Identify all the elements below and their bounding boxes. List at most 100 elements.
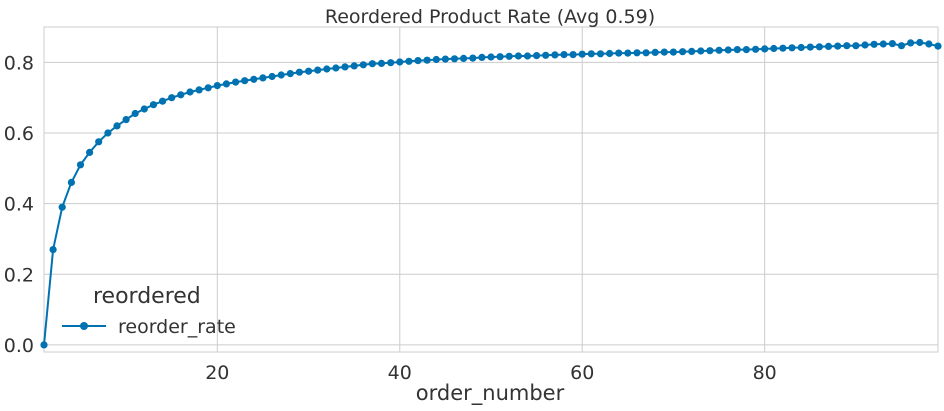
data-point	[578, 50, 586, 58]
data-point	[533, 52, 541, 60]
data-point	[213, 82, 221, 90]
data-point	[642, 49, 650, 57]
data-point	[523, 52, 532, 60]
data-point	[797, 43, 805, 52]
data-point	[788, 44, 796, 52]
data-point	[405, 57, 413, 65]
data-point	[423, 56, 431, 64]
data-point	[587, 50, 595, 58]
data-point	[688, 47, 696, 56]
data-point	[615, 49, 623, 57]
data-point	[131, 109, 139, 118]
data-point	[724, 46, 732, 54]
data-point	[843, 42, 851, 50]
y-tick-label: 0.0	[4, 335, 34, 357]
data-point	[715, 46, 723, 54]
data-point	[149, 101, 158, 109]
data-point	[888, 40, 897, 48]
data-point	[861, 41, 869, 49]
data-point	[177, 91, 185, 99]
data-point	[834, 42, 842, 50]
x-tick-label: 60	[570, 362, 594, 384]
data-point	[651, 48, 659, 57]
data-point	[396, 58, 404, 66]
data-point	[560, 51, 568, 59]
data-point	[542, 51, 550, 59]
data-point	[86, 148, 94, 156]
x-tick-label: 80	[753, 362, 777, 384]
data-point	[159, 97, 167, 105]
data-point	[907, 39, 915, 47]
y-tick-label: 0.2	[4, 264, 34, 286]
data-point	[377, 59, 386, 67]
data-point	[76, 161, 85, 169]
data-point	[633, 49, 641, 57]
data-point	[624, 49, 632, 57]
data-point	[706, 47, 714, 55]
data-point	[697, 47, 705, 55]
data-point	[441, 55, 449, 63]
data-point	[742, 46, 751, 54]
data-point	[58, 203, 66, 211]
data-point	[286, 70, 294, 78]
data-point	[824, 42, 833, 51]
data-point	[113, 122, 121, 130]
data-point	[897, 42, 906, 50]
data-point	[478, 53, 486, 62]
data-point	[879, 40, 887, 48]
data-point	[870, 40, 878, 48]
data-point	[314, 66, 322, 74]
data-point	[368, 60, 376, 68]
data-point	[40, 341, 48, 349]
x-axis-title: order_number	[416, 381, 565, 406]
data-point	[450, 55, 459, 63]
data-point	[779, 44, 787, 52]
data-point	[660, 48, 668, 56]
data-point	[359, 61, 367, 69]
grid-lines	[43, 26, 939, 353]
y-tick-label: 0.4	[4, 194, 34, 216]
y-tick-label: 0.8	[4, 52, 34, 74]
data-point	[460, 54, 468, 63]
data-point	[505, 52, 513, 60]
data-point	[67, 178, 75, 186]
data-point	[432, 55, 440, 64]
legend-label-reorder-rate: reorder_rate	[118, 316, 236, 338]
data-point	[186, 88, 194, 96]
data-point	[277, 71, 285, 79]
data-point	[195, 86, 203, 94]
data-point	[469, 54, 477, 62]
plot-frame	[43, 26, 939, 353]
data-point	[916, 38, 924, 47]
chart-title: Reordered Product Rate (Avg 0.59)	[325, 6, 655, 28]
y-tick-label: 0.6	[4, 123, 34, 145]
data-point	[596, 50, 605, 58]
data-point	[332, 64, 340, 72]
data-point	[514, 52, 523, 60]
data-point	[49, 246, 57, 254]
legend-title: reordered	[93, 284, 201, 309]
data-point	[669, 48, 678, 56]
data-point	[259, 74, 267, 82]
data-point	[232, 78, 240, 86]
data-point	[770, 44, 778, 53]
data-point	[140, 105, 148, 113]
data-point	[323, 65, 331, 73]
legend-marker-swatch	[80, 322, 88, 330]
data-point	[387, 59, 395, 67]
data-point	[934, 42, 942, 50]
data-point	[761, 45, 769, 53]
data-point	[569, 51, 577, 59]
data-point	[925, 40, 933, 48]
data-point	[852, 42, 860, 50]
data-point	[250, 75, 258, 83]
x-tick-label: 40	[388, 362, 412, 384]
data-point	[268, 72, 276, 81]
data-point	[414, 57, 422, 65]
data-point	[222, 80, 230, 88]
data-point	[204, 84, 212, 92]
data-point	[806, 43, 814, 51]
data-point	[350, 62, 358, 70]
data-point	[752, 45, 760, 53]
